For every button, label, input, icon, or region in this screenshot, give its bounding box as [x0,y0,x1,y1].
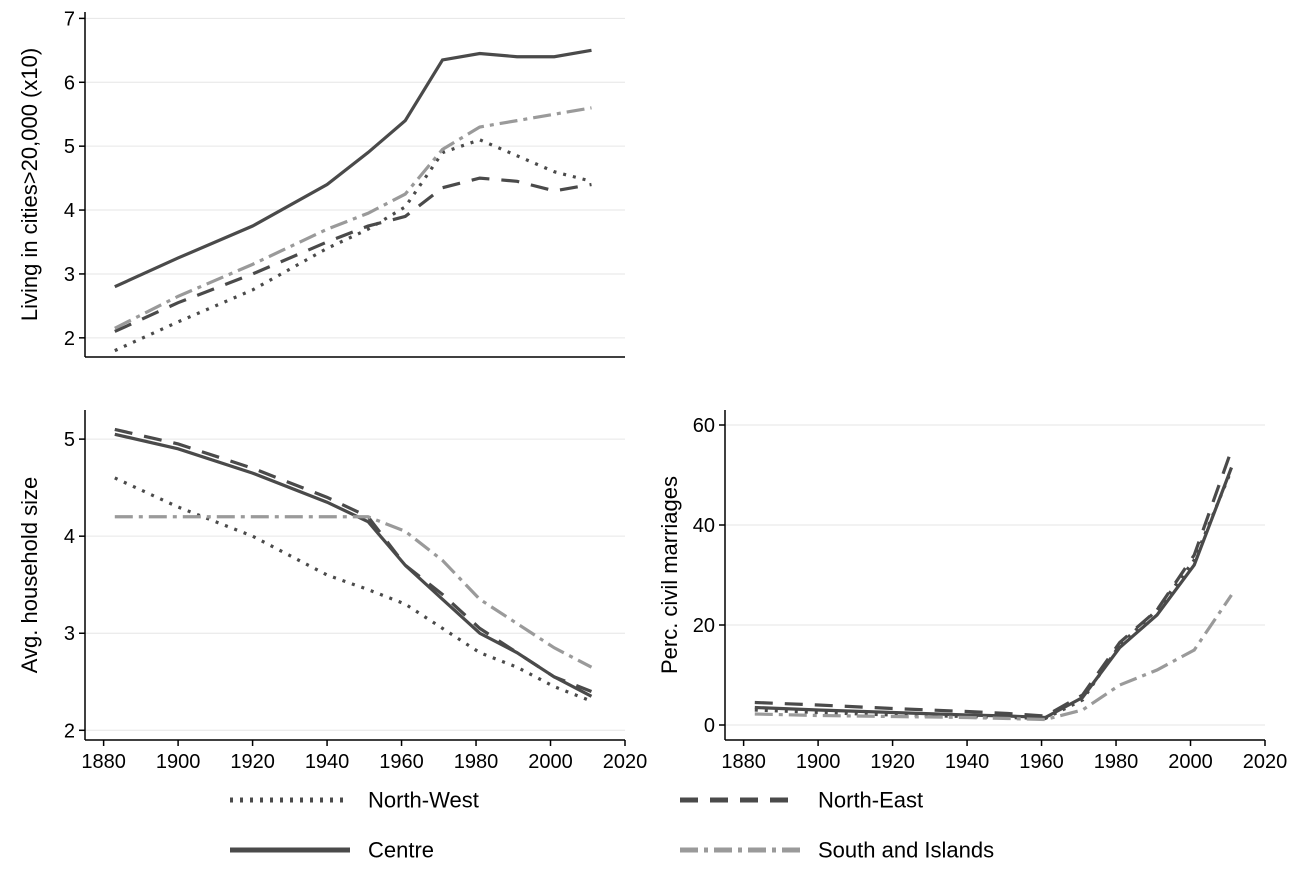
panel-household: 2 3 4 5 1880 1900 1920 1940 1960 1980 2000 2020 Avg.… [17,410,647,773]
series-south_islands [115,517,592,667]
x-tick-label: 1980 [454,751,499,773]
y-tick-label: 4 [64,526,75,548]
x-tick-label: 2000 [1168,751,1213,773]
x-tick-label: 2000 [528,751,573,773]
legend-label-north_west: North-West [368,788,479,813]
legend-label-south_islands: South and Islands [818,838,994,863]
series-north_east [115,429,592,691]
y-tick-label: 2 [64,328,75,350]
chart-figure: 2 3 4 5 6 7 Living in cities>20,000 (x10) 2 3 4 5 1… [0,0,1303,885]
series-north_east [755,450,1232,716]
series-centre [115,434,592,696]
series-north_west [755,470,1232,719]
y-tick-label: 3 [64,264,75,286]
x-tick-label: 2020 [603,751,648,773]
x-tick-label: 1900 [156,751,201,773]
y-tick-label: 7 [64,8,75,30]
legend-label-north_east: North-East [818,788,923,813]
series-north_west [115,140,592,351]
legend-label-centre: Centre [368,838,434,863]
legend: North-West North-East Centre South and Isla… [230,788,994,863]
y-tick-label: 4 [64,200,75,222]
x-tick-label: 1920 [230,751,275,773]
series-centre [115,50,592,286]
x-tick-label: 1940 [305,751,350,773]
y-axis-label: Avg. household size [17,477,42,674]
series-centre [755,468,1232,718]
x-tick-label: 2020 [1243,751,1288,773]
x-tick-label: 1900 [796,751,841,773]
x-tick-label: 1980 [1094,751,1139,773]
y-tick-label: 5 [64,136,75,158]
panel-cities: 2 3 4 5 6 7 Living in cities>20,000 (x10) [17,8,625,357]
y-tick-label: 20 [693,615,715,637]
x-tick-label: 1920 [870,751,915,773]
panel-marriages: 0 20 40 60 1880 1900 1920 1940 1960 1980 2000 2020 P… [657,410,1287,773]
y-tick-label: 6 [64,72,75,94]
x-tick-label: 1960 [379,751,424,773]
y-tick-label: 2 [64,720,75,742]
y-tick-label: 3 [64,623,75,645]
y-tick-label: 5 [64,429,75,451]
y-tick-label: 60 [693,415,715,437]
x-tick-label: 1880 [721,751,766,773]
y-axis-label: Perc. civil marriages [657,476,682,674]
y-axis-label: Living in cities>20,000 (x10) [17,48,42,321]
y-tick-label: 0 [704,715,715,737]
x-tick-label: 1960 [1019,751,1064,773]
x-tick-label: 1880 [81,751,126,773]
x-tick-label: 1940 [945,751,990,773]
y-tick-label: 40 [693,515,715,537]
series-south_islands [115,108,592,328]
